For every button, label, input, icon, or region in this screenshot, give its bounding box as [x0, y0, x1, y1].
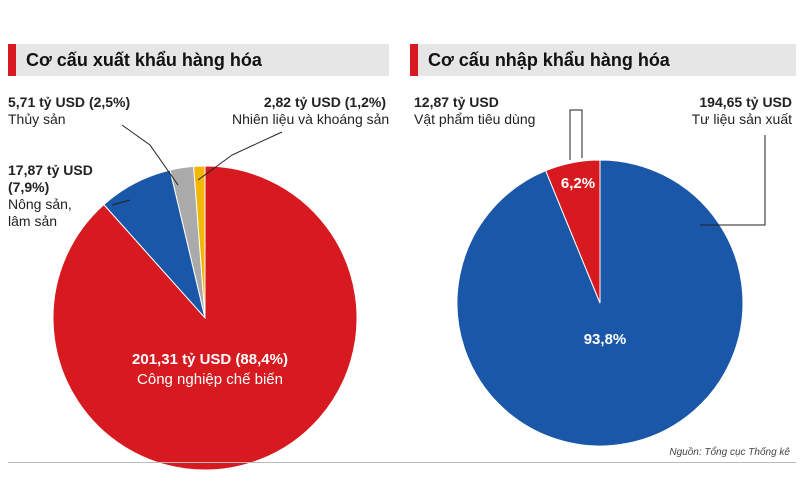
vat-pham-share-label: 6,2% [560, 175, 596, 192]
tu-lieu-name: Tư liệu sản xuất [691, 111, 792, 127]
nhien-lieu-share: (1,2%) [344, 94, 386, 110]
label-nong-san: 17,87 tỷ USD (7,9%) Nông sản, lâm sản [8, 162, 93, 230]
source-note: Nguồn: Tổng cục Thống kê [669, 447, 790, 458]
nhien-lieu-value: 2,82 tỷ USD [263, 94, 341, 110]
header-accent-bar [410, 44, 418, 76]
bottom-rule [8, 462, 796, 463]
nong-san-value: 17,87 tỷ USD [8, 162, 93, 178]
import-chart-title: Cơ cấu nhập khẩu hàng hóa [428, 50, 670, 70]
cong-nghiep-value: 201,31 tỷ USD [132, 351, 232, 368]
cong-nghiep-name: Công nghiệp chế biến [137, 371, 283, 388]
label-thuy-san: 5,71 tỷ USD (2,5%) Thủy sản [8, 94, 130, 128]
thuy-san-value: 5,71 tỷ USD [8, 94, 86, 110]
nong-san-share: (7,9%) [8, 179, 50, 195]
tu-lieu-value: 194,65 tỷ USD [699, 94, 792, 110]
leader-line-vat-pham [569, 109, 583, 160]
label-tu-lieu: 194,65 tỷ USD Tư liệu sản xuất [620, 94, 792, 128]
nong-san-name-line2: lâm sản [8, 213, 58, 229]
label-nhien-lieu: 2,82 tỷ USD (1,2%) Nhiên liệu và khoáng … [232, 94, 390, 128]
leader-line-nong-san [111, 199, 131, 206]
header-accent-bar [8, 44, 16, 76]
leader-line-nhien-lieu [197, 131, 283, 181]
nong-san-name-line1: Nông sản, [8, 196, 72, 212]
export-chart-title: Cơ cấu xuất khẩu hàng hóa [26, 50, 262, 70]
label-vat-pham: 12,87 tỷ USD Vật phẩm tiêu dùng [414, 94, 535, 128]
tu-lieu-share-label: 93,8% [583, 331, 627, 348]
label-cong-nghiep: 201,31 tỷ USD (88,4%) Công nghiệp chế bi… [100, 350, 320, 390]
import-chart-header: Cơ cấu nhập khẩu hàng hóa [410, 44, 796, 76]
thuy-san-share: (2,5%) [88, 94, 131, 110]
pie-slice-cong-nghiep-che-bien [52, 165, 358, 471]
cong-nghiep-share: (88,4%) [235, 351, 288, 368]
vat-pham-name: Vật phẩm tiêu dùng [414, 111, 536, 127]
thuy-san-name: Thủy sản [8, 111, 66, 127]
vat-pham-value: 12,87 tỷ USD [414, 94, 499, 110]
export-chart-header: Cơ cấu xuất khẩu hàng hóa [8, 44, 389, 76]
nhien-lieu-name: Nhiên liệu và khoáng sản [232, 111, 390, 127]
leader-line-tu-lieu [700, 135, 766, 226]
pie-slice-vat-pham-tieu-dung [545, 159, 601, 304]
leader-line-thuy-san [121, 124, 179, 186]
